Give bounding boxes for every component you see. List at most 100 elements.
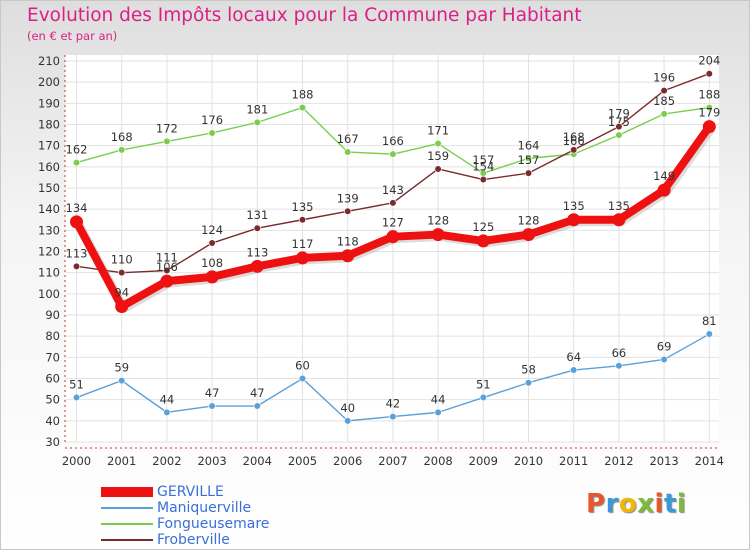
data-point <box>702 120 716 134</box>
x-tick-label: 2006 <box>333 454 362 468</box>
data-label: 127 <box>382 216 404 230</box>
data-label: 188 <box>292 88 314 102</box>
data-point <box>524 379 533 387</box>
data-point <box>163 408 171 416</box>
data-label: 110 <box>111 253 133 267</box>
data-label: 106 <box>156 260 178 274</box>
data-label: 149 <box>653 169 675 183</box>
logo-letter: t <box>663 489 677 519</box>
y-tick-label: 110 <box>38 266 60 280</box>
data-point <box>118 269 126 277</box>
data-label: 167 <box>337 132 359 146</box>
data-label: 139 <box>337 191 359 205</box>
x-tick-label: 2002 <box>152 454 181 468</box>
data-label: 164 <box>518 138 540 152</box>
data-label: 162 <box>66 143 88 157</box>
legend-label-maniquerville: Maniquerville <box>157 500 252 516</box>
data-label: 181 <box>246 102 268 116</box>
data-label: 159 <box>427 149 449 163</box>
data-point <box>341 249 355 263</box>
data-label: 69 <box>657 339 672 353</box>
data-label: 59 <box>114 361 129 375</box>
data-point <box>298 216 307 224</box>
y-tick-label: 150 <box>38 181 60 195</box>
data-point <box>570 146 578 154</box>
data-point <box>298 103 307 112</box>
data-point <box>389 150 397 158</box>
x-tick-label: 2012 <box>604 454 633 468</box>
y-tick-label: 130 <box>38 223 60 237</box>
data-label: 157 <box>472 153 494 167</box>
logo-letter: i <box>654 489 664 519</box>
data-label: 176 <box>201 113 223 127</box>
y-tick-label: 60 <box>45 372 60 386</box>
data-label: 134 <box>66 201 88 215</box>
data-label: 196 <box>653 71 675 85</box>
data-label: 204 <box>698 54 720 68</box>
logo-letter: r <box>605 489 619 519</box>
series-gerville: 134 94 106 108 113 117 118 127 128 125 128 135 135 14… <box>66 106 720 314</box>
data-point <box>522 228 535 242</box>
logo-letter: o <box>618 489 638 519</box>
data-label: 128 <box>427 214 449 228</box>
data-point <box>208 239 216 247</box>
y-tick-label: 200 <box>38 75 60 89</box>
data-point <box>431 228 445 242</box>
data-label: 188 <box>698 88 720 102</box>
data-point <box>163 137 171 146</box>
data-label: 47 <box>250 386 265 400</box>
data-point <box>344 207 352 215</box>
data-label: 172 <box>156 121 178 135</box>
data-point <box>72 393 81 402</box>
data-point <box>657 183 671 197</box>
data-point <box>660 110 668 118</box>
data-label: 117 <box>292 237 314 251</box>
y-tick-label: 140 <box>38 202 60 216</box>
data-point <box>72 262 81 270</box>
x-tick-label: 2000 <box>62 454 91 468</box>
y-tick-label: 100 <box>38 287 60 301</box>
data-label: 44 <box>431 392 446 406</box>
data-point <box>253 224 261 232</box>
data-point <box>524 154 533 162</box>
data-point <box>389 199 397 207</box>
data-point <box>524 169 533 177</box>
data-point <box>389 413 397 421</box>
data-point <box>208 402 216 410</box>
x-tick-label: 2007 <box>378 454 407 468</box>
legend-swatch-froberville <box>101 539 153 541</box>
y-tick-label: 40 <box>45 414 60 428</box>
x-tick-label: 2013 <box>649 454 678 468</box>
data-label: 128 <box>518 214 540 228</box>
series-maniquerville: 51 59 44 47 47 60 40 42 44 51 58 64 66 69 81 <box>69 314 717 425</box>
data-point <box>615 131 623 139</box>
data-label: 51 <box>69 378 84 392</box>
data-label: 111 <box>156 251 178 265</box>
logo-letter: i <box>676 489 687 519</box>
data-label: 179 <box>608 107 630 121</box>
data-label: 81 <box>702 314 717 328</box>
data-label: 51 <box>476 378 491 392</box>
x-tick-label: 2010 <box>514 454 543 468</box>
data-point <box>72 159 81 167</box>
y-tick-label: 160 <box>38 160 60 174</box>
data-label: 64 <box>566 350 581 364</box>
data-label: 166 <box>563 134 585 148</box>
y-tick-label: 80 <box>45 329 60 343</box>
data-point <box>476 234 490 248</box>
data-label: 125 <box>472 220 494 234</box>
data-label: 118 <box>337 235 359 249</box>
data-label: 40 <box>340 401 355 415</box>
legend-label-gerville: GERVILLE <box>157 484 224 500</box>
data-label: 135 <box>608 199 630 213</box>
x-tick-label: 2009 <box>469 454 498 468</box>
legend-swatch-fongueusemare <box>101 523 153 525</box>
data-point <box>660 355 668 364</box>
data-label: 47 <box>205 386 220 400</box>
y-tick-label: 170 <box>38 139 60 153</box>
data-label: 168 <box>111 130 133 144</box>
x-tick-label: 2001 <box>107 454 136 468</box>
